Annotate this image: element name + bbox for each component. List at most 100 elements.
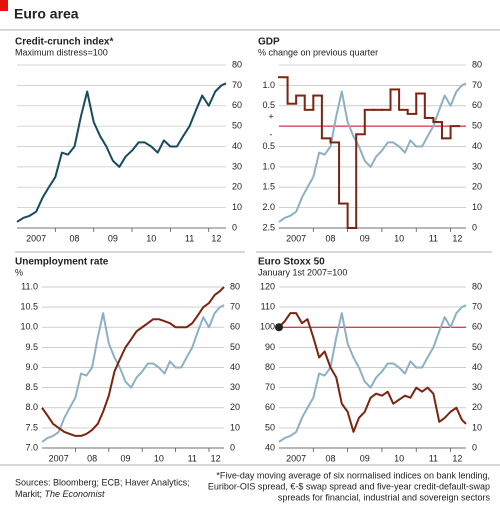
y-tick-label: 1.0 — [262, 161, 275, 171]
y-tick-label: 9.0 — [25, 362, 38, 372]
y-tick-label: 30 — [230, 382, 240, 392]
y-tick-label: 40 — [472, 362, 482, 372]
y-tick-label: 7.5 — [25, 422, 38, 432]
x-tick-label: 09 — [108, 233, 118, 243]
x-tick-label: 09 — [360, 233, 370, 243]
start-marker — [275, 323, 283, 332]
y-tick-label: 8.5 — [25, 382, 38, 392]
x-tick-label: 10 — [146, 233, 156, 243]
y-tick-label: 20 — [230, 402, 240, 412]
x-tick-label: 08 — [70, 233, 80, 243]
y-tick-label: 60 — [472, 100, 482, 110]
y-tick-label: 50 — [472, 121, 482, 131]
series-line — [41, 304, 225, 443]
zero-sign: + — [268, 112, 273, 122]
y-tick-label: 0 — [472, 222, 477, 232]
y-tick-label: 90 — [265, 342, 275, 352]
panel-subtitle: Maximum distress=100 — [15, 47, 108, 57]
y-tick-label: 60 — [472, 322, 482, 332]
y-tick-label: 1.5 — [262, 182, 275, 192]
footnote: spreads for financial, industrial and so… — [278, 492, 491, 502]
x-tick-label: 11 — [429, 233, 438, 243]
y-tick-label: 0.5 — [262, 141, 275, 151]
sources: The Economist — [45, 489, 106, 499]
x-tick-label: 11 — [429, 453, 438, 463]
y-tick-label: 2.0 — [262, 202, 275, 212]
x-tick-label: 2007 — [49, 453, 69, 463]
y-tick-label: 40 — [232, 141, 242, 151]
series-line — [278, 304, 467, 443]
x-tick-label: 12 — [452, 233, 462, 243]
y-tick-label: 70 — [472, 302, 482, 312]
sources: Sources: Bloomberg; ECB; Haver Analytics… — [15, 477, 190, 487]
panel-title: Unemployment rate — [15, 257, 109, 268]
y-tick-label: 40 — [265, 442, 275, 452]
y-tick-label: 0 — [230, 442, 235, 452]
x-tick-label: 12 — [211, 233, 221, 243]
y-tick-label: 110 — [261, 302, 275, 312]
panel-subtitle: % change on previous quarter — [258, 47, 378, 57]
x-tick-label: 12 — [211, 453, 221, 463]
series-line — [278, 82, 467, 223]
y-tick-label: 50 — [265, 422, 275, 432]
x-tick-label: 08 — [325, 233, 335, 243]
y-tick-label: 20 — [472, 182, 482, 192]
y-tick-label: 20 — [232, 182, 242, 192]
y-tick-label: 10.5 — [20, 302, 38, 312]
x-tick-label: 09 — [120, 453, 130, 463]
y-tick-label: 50 — [230, 342, 240, 352]
zero-sign: - — [270, 130, 273, 140]
sources: Markit; — [15, 489, 42, 499]
y-tick-label: 80 — [472, 59, 482, 69]
y-tick-label: 120 — [260, 281, 275, 291]
header-mark — [0, 0, 8, 11]
y-tick-label: 60 — [265, 402, 275, 412]
y-tick-label: 70 — [472, 80, 482, 90]
x-tick-label: 08 — [87, 453, 97, 463]
series-line — [278, 312, 467, 433]
x-tick-label: 09 — [360, 453, 370, 463]
y-tick-label: 10 — [472, 202, 482, 212]
x-tick-label: 10 — [154, 453, 164, 463]
y-tick-label: 40 — [472, 141, 482, 151]
panel-subtitle: January 1st 2007=100 — [258, 267, 347, 277]
y-tick-label: 70 — [232, 80, 242, 90]
y-tick-label: 60 — [230, 322, 240, 332]
y-tick-label: 2.5 — [262, 222, 275, 232]
panel-subtitle: % — [15, 267, 23, 277]
panel-title: GDP — [258, 37, 280, 48]
x-tick-label: 10 — [394, 233, 404, 243]
x-tick-label: 08 — [325, 453, 335, 463]
y-tick-label: 7.0 — [25, 442, 38, 452]
y-tick-label: 80 — [232, 59, 242, 69]
y-tick-label: 8.0 — [25, 402, 38, 412]
y-tick-label: 10.0 — [20, 322, 38, 332]
y-tick-label: 80 — [472, 281, 482, 291]
x-tick-label: 2007 — [26, 233, 46, 243]
y-tick-label: 80 — [265, 362, 275, 372]
y-tick-label: 10 — [230, 422, 240, 432]
y-tick-label: 9.5 — [25, 342, 38, 352]
x-tick-label: 2007 — [286, 233, 306, 243]
y-tick-label: 100 — [260, 322, 275, 332]
series-line — [41, 286, 225, 437]
y-tick-label: 70 — [265, 382, 275, 392]
y-tick-label: 50 — [232, 121, 242, 131]
y-tick-label: 20 — [472, 402, 482, 412]
y-tick-label: 70 — [230, 302, 240, 312]
y-tick-label: 10 — [232, 202, 242, 212]
page-title: Euro area — [14, 6, 79, 22]
panel-title: Credit-crunch index* — [15, 37, 113, 48]
y-tick-label: 50 — [472, 342, 482, 352]
footnote: *Five-day moving average of six normalis… — [216, 470, 490, 480]
sources: Markit; The Economist — [15, 489, 105, 499]
y-tick-label: 30 — [472, 382, 482, 392]
x-tick-label: 2007 — [286, 453, 306, 463]
y-tick-label: 30 — [472, 161, 482, 171]
y-tick-label: 30 — [232, 161, 242, 171]
footnote: Euribor-OIS spread, €-$ swap spread and … — [208, 481, 490, 491]
y-tick-label: 0 — [232, 222, 237, 232]
y-tick-label: 0.5 — [262, 100, 275, 110]
panel-title: Euro Stoxx 50 — [258, 257, 325, 268]
